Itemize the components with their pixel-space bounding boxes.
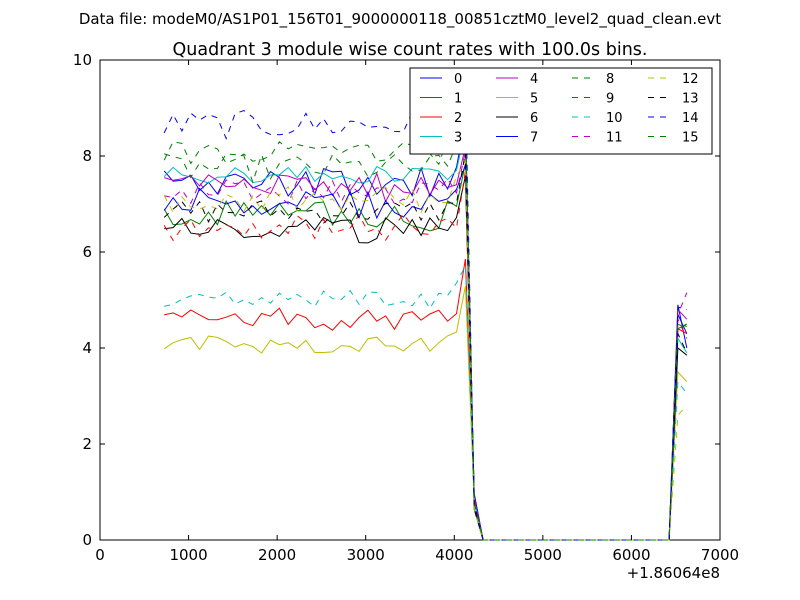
series-line-15 <box>164 123 687 541</box>
legend-box <box>409 67 713 155</box>
legend-label: 4 <box>530 72 538 87</box>
series-line-5 <box>163 286 688 541</box>
series-line-1 <box>163 163 688 541</box>
y-tick-label: 4 <box>82 339 92 357</box>
legend-item-4: 4 <box>496 72 538 87</box>
legend-label: 10 <box>606 111 623 126</box>
suptitle: Data file: modeM0/AS1P01_156T01_90000001… <box>79 10 721 29</box>
legend-label: 1 <box>454 92 462 107</box>
series-line-6 <box>164 175 688 541</box>
y-tick-label: 6 <box>82 243 92 261</box>
legend-label: 13 <box>682 92 699 107</box>
y-tick-label: 10 <box>73 51 92 69</box>
legend-item-6: 6 <box>496 111 538 126</box>
legend-label: 5 <box>530 92 538 107</box>
legend-item-11: 11 <box>572 131 623 146</box>
legend-item-9: 9 <box>572 92 614 107</box>
series-line-11 <box>164 151 688 541</box>
legend-label: 14 <box>682 111 699 126</box>
x-tick-label: 7000 <box>701 546 739 564</box>
legend-item-8: 8 <box>572 72 614 87</box>
legend-item-15: 15 <box>648 131 699 146</box>
series-line-9 <box>163 171 688 541</box>
legend-item-13: 13 <box>648 92 699 107</box>
legend-label: 0 <box>454 72 462 87</box>
x-tick-label: 3000 <box>347 546 385 564</box>
legend-item-12: 12 <box>648 72 699 87</box>
legend-item-1: 1 <box>420 92 462 107</box>
x-tick-label: 0 <box>95 546 105 564</box>
legend-label: 8 <box>606 72 614 87</box>
y-tick-label: 8 <box>82 147 92 165</box>
legend-label: 7 <box>530 131 538 146</box>
series-line-12 <box>163 158 688 541</box>
legend-label: 6 <box>530 111 538 126</box>
x-tick-label: 1000 <box>169 546 207 564</box>
y-tick-label: 2 <box>82 435 92 453</box>
legend-label: 15 <box>682 131 699 146</box>
x-tick-label: 5000 <box>524 546 562 564</box>
legend-item-10: 10 <box>572 111 623 126</box>
series-line-13 <box>163 152 688 541</box>
x-tick-label: 4000 <box>435 546 473 564</box>
chart-title: Quadrant 3 module wise count rates with … <box>173 40 648 60</box>
series-line-3 <box>163 129 688 541</box>
series-line-10 <box>164 263 688 541</box>
legend-item-0: 0 <box>420 72 462 87</box>
legend-label: 2 <box>454 111 462 126</box>
legend-item-7: 7 <box>496 131 538 146</box>
legend-item-3: 3 <box>420 131 462 146</box>
x-tick-label: 2000 <box>258 546 296 564</box>
x-tick-label: 6000 <box>612 546 650 564</box>
legend-label: 12 <box>682 72 699 87</box>
series-line-2 <box>164 258 688 541</box>
axes-frame <box>99 59 721 541</box>
y-tick-label: 0 <box>82 531 92 549</box>
legend-label: 11 <box>606 131 623 146</box>
legend-item-2: 2 <box>420 111 462 126</box>
x-axis-offset-label: +1.86064e8 <box>627 564 720 582</box>
legend-label: 9 <box>606 92 614 107</box>
legend-item-14: 14 <box>648 111 699 126</box>
legend-label: 3 <box>454 131 462 146</box>
legend-item-5: 5 <box>496 92 538 107</box>
series-line-0 <box>163 120 688 541</box>
plot-area: 0 1000 2000 3000 4000 5000 6000 700002468100123… <box>73 51 739 564</box>
